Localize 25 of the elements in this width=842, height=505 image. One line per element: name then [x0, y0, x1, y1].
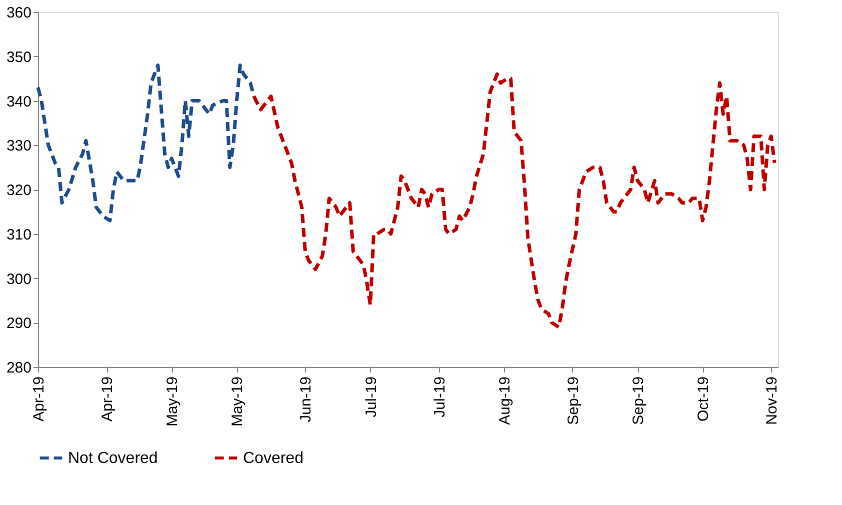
x-tick-label: Jun-19	[298, 376, 315, 422]
x-tick-label: May-19	[229, 376, 246, 427]
x-tick-label: Nov-19	[764, 376, 781, 425]
legend-label: Not Covered	[68, 450, 158, 467]
x-tick-label: Jul-19	[362, 376, 380, 418]
y-tick-label: 280	[6, 360, 32, 376]
y-tick-label: 310	[6, 226, 32, 244]
y-tick-label: 330	[6, 138, 32, 155]
x-tick-label: Sep-19	[630, 376, 648, 425]
line-series	[36, 64, 256, 222]
y-tick-label: 360	[6, 4, 32, 22]
x-tick-label: Aug-19	[496, 376, 514, 425]
y-tick-label: 300	[6, 270, 32, 288]
y-tick-label: 340	[6, 93, 32, 110]
x-tick-label: Sep-19	[564, 376, 582, 425]
y-tick-label: 320	[6, 182, 32, 199]
legend-label: Covered	[243, 450, 304, 467]
y-tick-label: 350	[6, 48, 32, 66]
x-tick-label: Apr-19	[99, 376, 116, 422]
line-series	[252, 72, 776, 329]
y-tick-label: 290	[6, 315, 32, 332]
x-tick-label: Jul-19	[431, 376, 448, 418]
x-tick-label: Apr-19	[30, 376, 48, 422]
x-tick-label: Oct-19	[695, 376, 712, 422]
x-tick-label: May-19	[164, 376, 182, 427]
